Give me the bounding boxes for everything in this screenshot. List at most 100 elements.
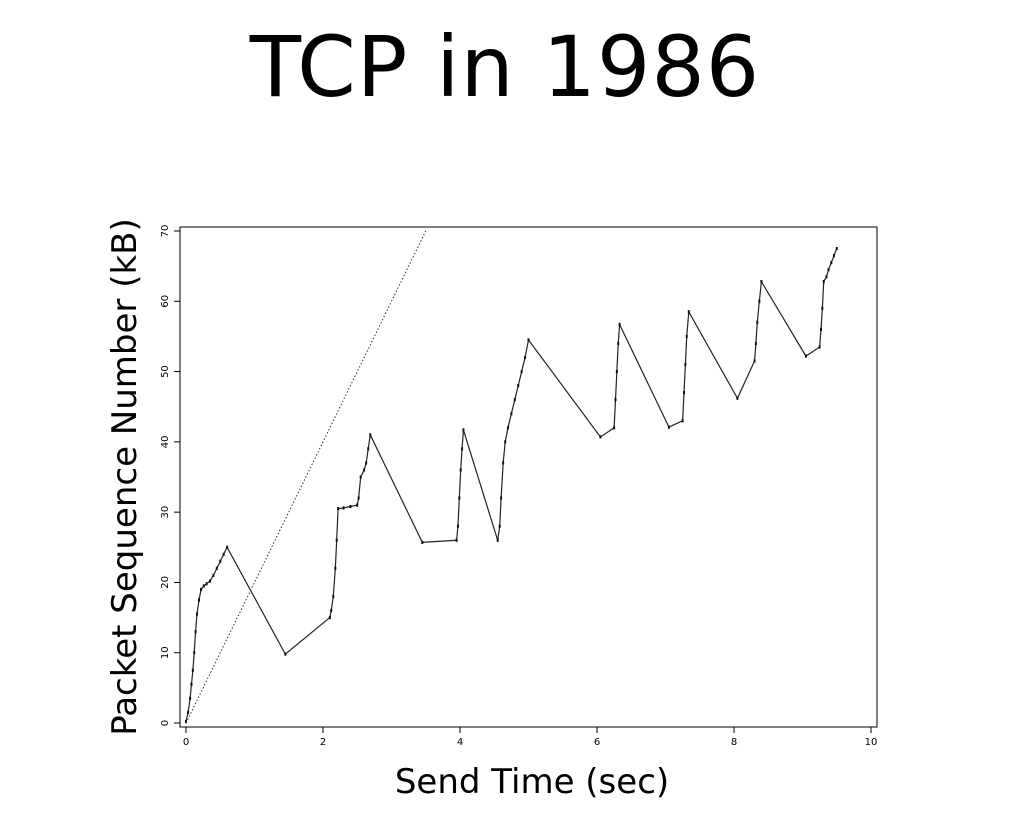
sequence-point [185,719,187,724]
sequence-point [189,696,192,700]
slide-title: TCP in 1986 [249,18,761,116]
sequence-point [618,322,621,327]
y-axis: 0 10 20 30 40 50 60 70 [160,225,180,726]
sequence-point [498,524,501,528]
sequence-point [502,461,505,465]
sequence-point [819,327,822,331]
sequence-point [208,579,211,583]
sequence-point [510,412,513,416]
sequence-point [818,345,821,349]
x-tick-label: 6 [594,737,600,748]
x-tick-label: 8 [731,737,737,748]
sequence-point [226,545,229,549]
sequence-point [835,246,838,251]
sequence-point [830,261,833,265]
sequence-point [736,396,739,400]
x-tick-label: 0 [183,737,189,748]
sequence-point [421,540,424,544]
sequence-point [599,435,602,439]
sequence-point [337,507,340,511]
sequence-point [202,584,205,588]
sequence-point [517,384,520,388]
sequence-point [462,428,465,432]
sequence-point [330,608,333,613]
sequence-point [334,566,337,570]
sequence-point [328,615,331,620]
sequence-point [205,582,208,586]
sequence-point [284,652,287,656]
sequence-point [219,559,222,563]
sequence-point [804,354,807,358]
sequence-point [215,566,218,570]
y-tick-label: 70 [160,225,171,238]
sequence-point [827,268,830,272]
sequence-point [193,651,196,655]
sequence-point [363,468,366,472]
x-tick-label: 10 [865,737,878,748]
x-axis-label: Send Time (sec) [395,762,669,802]
sequence-point [613,426,616,430]
sequence-point [367,447,370,451]
sequence-point [359,475,362,479]
sequence-point [191,668,194,672]
x-tick-label: 2 [320,737,326,748]
sequence-point [456,524,459,528]
y-axis-label: Packet Sequence Number (kB) [105,218,145,736]
sequence-point [455,538,458,542]
sequence-point [754,341,757,346]
sequence-point [195,612,198,616]
sequence-point [500,496,503,500]
reference-rate-line [185,230,427,724]
sequence-point [520,369,523,374]
sequence-point [194,630,197,634]
sequence-point [335,538,338,542]
sequence-point [685,334,688,339]
plot-series [185,230,838,724]
sequence-point [756,320,759,324]
sequence-point [357,496,360,500]
sequence-point [506,426,509,430]
sequence-point [821,306,824,310]
y-tick-label: 0 [160,720,171,726]
sequence-point [615,369,618,374]
sequence-point [198,598,201,602]
sequence-point [681,419,684,423]
sequence-point [356,503,359,507]
plot-frame [179,226,878,728]
sequence-point [682,391,685,395]
sequence-line [185,248,838,722]
sequence-point [349,504,352,509]
sequence-point [753,359,756,363]
sequence-point [332,594,335,599]
sequence-point [222,552,225,556]
y-tick-label: 60 [160,295,171,308]
sequence-point [825,275,828,279]
sequence-point [684,362,687,367]
sequence-point [513,398,516,402]
sequence-point [496,538,499,542]
sequence-point [687,310,690,314]
sequence-point [187,710,190,715]
sequence-point [342,506,345,510]
sequence-point [458,496,461,500]
sequence-point [212,573,215,577]
sequence-point [200,587,203,592]
sequence-point [760,280,763,284]
x-tick-label: 4 [457,737,463,748]
sequence-point [504,440,507,444]
sequence-point [365,461,368,465]
y-tick-label: 10 [160,646,171,659]
sequence-point [617,341,620,346]
sequence-point [758,299,761,303]
y-tick-label: 30 [160,506,171,519]
sequence-point [833,254,836,258]
sequence-point [369,433,372,437]
sequence-point [524,355,527,360]
sequence-point [461,447,464,451]
y-tick-label: 50 [160,365,171,378]
sequence-point [822,280,825,284]
sequence-point [667,425,670,429]
sequence-point [459,468,462,472]
sequence-point [190,682,193,686]
